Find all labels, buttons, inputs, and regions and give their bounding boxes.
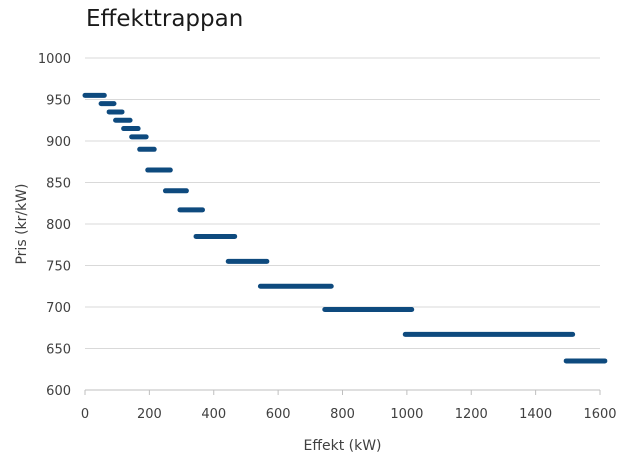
grid-lines — [85, 57, 600, 349]
x-tick-label: 1200 — [455, 407, 488, 422]
axis-labels: 600 650 700 750 800 850 900 950 1000 0 200 400 600 80… — [14, 52, 617, 454]
x-tick-label: 1400 — [519, 407, 552, 422]
y-tick-label: 600 — [46, 384, 71, 399]
data-series — [82, 92, 608, 364]
axes — [84, 389, 601, 395]
y-tick-label: 850 — [46, 177, 71, 192]
x-tick-label: 600 — [266, 407, 291, 422]
y-tick-label: 700 — [46, 301, 71, 316]
x-tick-label: 1600 — [583, 407, 616, 422]
y-tick-label: 800 — [46, 218, 71, 233]
y-tick-label: 950 — [46, 94, 71, 109]
x-tick-label: 0 — [81, 407, 89, 422]
y-tick-label: 750 — [46, 260, 71, 275]
y-axis-title: Pris (kr/kW) — [14, 183, 30, 264]
y-tick-label: 1000 — [38, 52, 71, 67]
x-tick-label: 1000 — [390, 407, 423, 422]
y-tick-label: 650 — [46, 343, 71, 358]
y-tick-label: 900 — [46, 135, 71, 150]
x-axis-title: Effekt (kW) — [303, 438, 381, 454]
x-tick-label: 400 — [201, 407, 226, 422]
x-tick-label: 200 — [137, 407, 162, 422]
chart-title: Effekttrappan — [86, 6, 244, 32]
x-tick-label: 800 — [330, 407, 355, 422]
